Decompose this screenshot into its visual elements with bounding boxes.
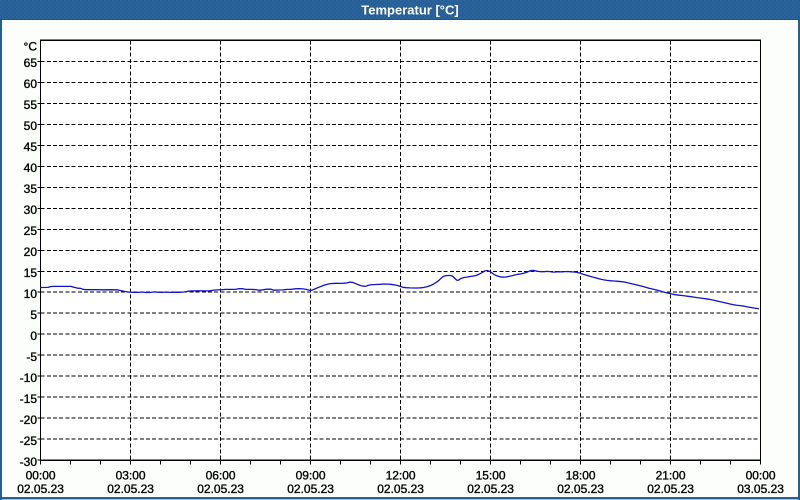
svg-text:02.05.23: 02.05.23 [377, 482, 424, 496]
svg-text:02.05.23: 02.05.23 [557, 482, 604, 496]
svg-text:00:00: 00:00 [746, 469, 776, 483]
svg-text:Temperatur [°C]: Temperatur [°C] [361, 3, 458, 18]
svg-text:-10: -10 [20, 371, 38, 385]
svg-text:09:00: 09:00 [296, 469, 326, 483]
svg-text:06:00: 06:00 [206, 469, 236, 483]
svg-text:55: 55 [24, 98, 38, 112]
svg-text:25: 25 [24, 224, 38, 238]
svg-text:03:00: 03:00 [116, 469, 146, 483]
svg-text:02.05.23: 02.05.23 [647, 482, 694, 496]
svg-text:10: 10 [24, 287, 38, 301]
svg-text:02.05.23: 02.05.23 [197, 482, 244, 496]
svg-text:15: 15 [24, 266, 38, 280]
svg-text:12:00: 12:00 [386, 469, 416, 483]
svg-text:-30: -30 [20, 455, 38, 469]
svg-text:02.05.23: 02.05.23 [107, 482, 154, 496]
svg-text:50: 50 [24, 119, 38, 133]
svg-text:02.05.23: 02.05.23 [467, 482, 514, 496]
svg-text:65: 65 [24, 56, 38, 70]
svg-text:-5: -5 [26, 350, 37, 364]
svg-text:20: 20 [24, 245, 38, 259]
svg-text:18:00: 18:00 [566, 469, 596, 483]
svg-text:03.05.23: 03.05.23 [737, 482, 784, 496]
svg-text:30: 30 [24, 203, 38, 217]
svg-text:45: 45 [24, 140, 38, 154]
svg-text:35: 35 [24, 182, 38, 196]
svg-text:5: 5 [30, 308, 37, 322]
svg-text:60: 60 [24, 77, 38, 91]
svg-text:-25: -25 [20, 434, 38, 448]
svg-text:02.05.23: 02.05.23 [17, 482, 64, 496]
svg-text:15:00: 15:00 [476, 469, 506, 483]
svg-text:°C: °C [24, 39, 38, 53]
svg-text:21:00: 21:00 [656, 469, 686, 483]
svg-text:-20: -20 [20, 413, 38, 427]
svg-text:-15: -15 [20, 392, 38, 406]
svg-text:40: 40 [24, 161, 38, 175]
svg-text:0: 0 [30, 329, 37, 343]
svg-text:00:00: 00:00 [26, 469, 56, 483]
svg-text:02.05.23: 02.05.23 [287, 482, 334, 496]
